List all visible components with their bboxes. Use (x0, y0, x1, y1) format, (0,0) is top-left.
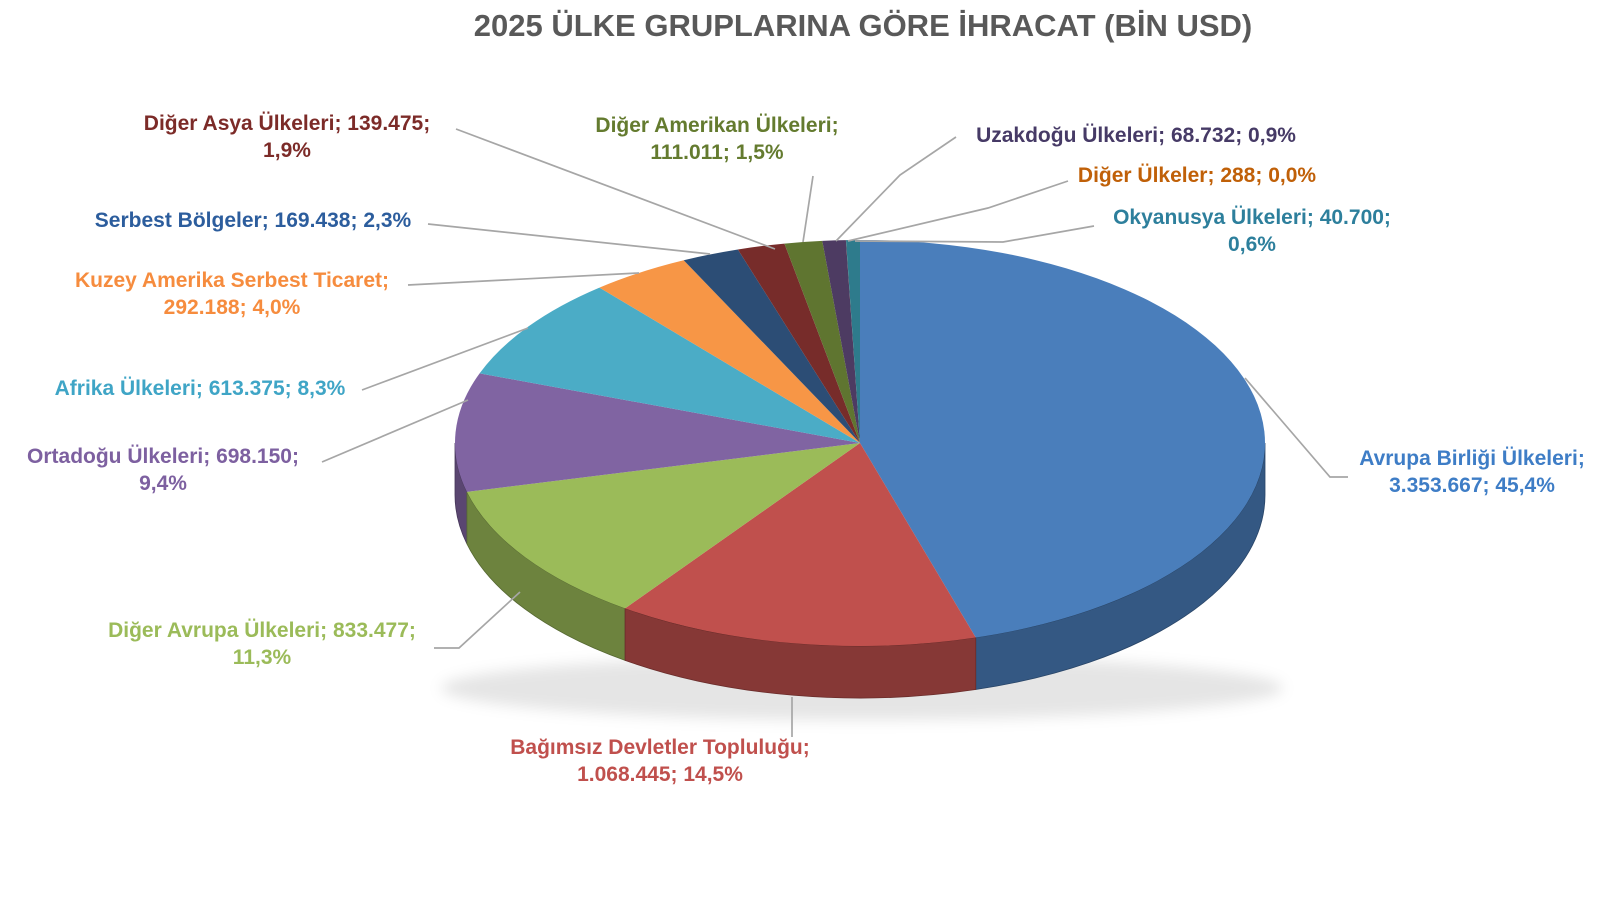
slice-label-pct_str: 4,0% (252, 295, 301, 319)
slice-label-pct_str: 45,4% (1495, 473, 1555, 497)
pie-slice (625, 443, 976, 646)
pie-slice-side (466, 491, 626, 661)
slice-label-value_str: 833.477 (332, 619, 409, 642)
slice-label: Afrika Ülkeleri; 613.375; 8,3% (54, 377, 346, 400)
slice-label: Ortadoğu Ülkeleri; 698.150; 9,4% (27, 445, 299, 495)
slice-label-pct_str: 1,9% (263, 138, 311, 162)
slice-label-value_str: 40.700 (1319, 206, 1384, 229)
slice-label-label: Diğer Avrupa Ülkeleri (108, 619, 321, 642)
leader-line (1244, 377, 1348, 478)
pie-slice (737, 243, 860, 443)
slice-label-label: Serbest Bölgeler (94, 209, 262, 232)
slice-label-pct_str: 0,9% (1248, 124, 1296, 147)
slice-label-label: Uzakdoğu Ülkeleri (976, 124, 1159, 147)
pie-slice (479, 287, 860, 443)
slice-label: Diğer Avrupa Ülkeleri; 833.477; 11,3% (108, 619, 416, 669)
pie-slice (860, 240, 1265, 638)
pie-slice (845, 240, 860, 443)
slice-label-value_str: 292.188 (163, 295, 240, 319)
slice-label-pct_str: 2,3% (363, 209, 412, 232)
pie-slice (454, 373, 860, 492)
slice-label-value_str: 68.732 (1170, 124, 1236, 147)
slice-label-value_str: 169.438 (274, 209, 351, 232)
pie-slice (683, 249, 860, 443)
leader-line (854, 225, 1095, 243)
pie-slice (822, 240, 860, 443)
slice-label-value_str: 111.011 (650, 140, 723, 164)
slice-label-label: Diğer Asya Ülkeleri (143, 112, 335, 135)
leader-line (434, 591, 521, 649)
leader-line (407, 272, 640, 286)
slice-label: Bağımsız Devletler Topluluğu; 1.068.445; … (510, 736, 810, 786)
slice-label: Diğer Ülkeler; 288; 0,0% (1077, 164, 1317, 187)
slice-label-label: Avrupa Birliği Ülkeleri (1359, 447, 1578, 470)
slice-label: Avrupa Birliği Ülkeleri; 3.353.667; 45,4% (1359, 447, 1585, 497)
slice-label-pct_str: 11,3% (232, 645, 292, 669)
slice-label-label: Ortadoğu Ülkeleri (27, 445, 204, 468)
leader-line (455, 128, 776, 250)
slice-label-value_str: 3.353.667 (1389, 473, 1483, 497)
slice-label: Serbest Bölgeler; 169.438; 2,3% (94, 209, 412, 232)
leader-line (835, 136, 957, 242)
slice-label-pct_str: 0,0% (1268, 164, 1317, 187)
slice-label-pct_str: 9,4% (139, 471, 187, 495)
slice-label-pct_str: 1,5% (735, 140, 784, 164)
slice-label-pct_str: 8,3% (297, 377, 346, 400)
slice-label-pct_str: 0,6% (1228, 232, 1276, 256)
slice-label-value_str: 698.150 (216, 445, 292, 468)
slice-label-label: Kuzey Amerika Serbest Ticaret (75, 269, 382, 292)
slice-label: Okyanusya Ülkeleri; 40.700; 0,6% (1113, 206, 1391, 256)
pie-slice (784, 240, 860, 443)
slice-label-label: Diğer Ülkeler (1077, 164, 1208, 187)
leader-line (361, 327, 529, 391)
leader-line (427, 223, 711, 255)
pie-slice (599, 260, 860, 443)
pie-slice (466, 443, 860, 609)
slice-label-value_str: 139.475 (347, 112, 424, 135)
leader-line (802, 175, 814, 243)
slice-label-value_str: 1.068.445 (577, 762, 671, 786)
slice-label-label: Diğer Amerikan Ülkeleri (595, 114, 832, 137)
leader-line (847, 180, 1069, 242)
slice-label: Diğer Asya Ülkeleri; 139.475; 1,9% (143, 112, 431, 162)
slice-label-label: Okyanusya Ülkeleri (1113, 206, 1307, 229)
slice-label-label: Afrika Ülkeleri (54, 377, 196, 400)
pie-slice (845, 240, 860, 443)
slice-label-label: Bağımsız Devletler Topluluğu (510, 736, 803, 759)
slice-label: Uzakdoğu Ülkeleri; 68.732; 0,9% (976, 124, 1296, 147)
chart-title: 2025 ÜLKE GRUPLARINA GÖRE İHRACAT (BİN U… (473, 8, 1253, 43)
pie-slice-side (454, 442, 468, 545)
slice-label: Kuzey Amerika Serbest Ticaret; 292.188; 4… (75, 269, 389, 319)
slice-label: Diğer Amerikan Ülkeleri; 111.011; 1,5% (595, 114, 839, 164)
slice-label-pct_str: 14,5% (683, 762, 743, 786)
slice-label-value_str: 613.375 (208, 377, 285, 400)
leader-line (321, 399, 469, 463)
slice-label-value_str: 288 (1220, 164, 1256, 187)
